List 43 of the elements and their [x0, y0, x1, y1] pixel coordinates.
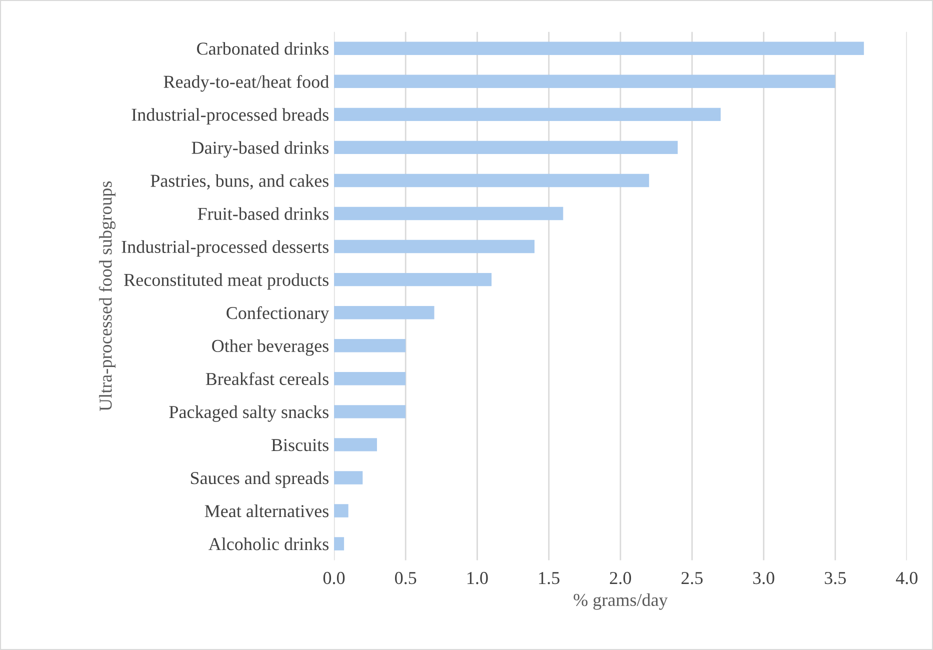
x-tick-label: 3.0 — [753, 572, 774, 584]
bar — [334, 537, 344, 550]
bar — [334, 206, 564, 220]
bar — [334, 405, 406, 418]
x-tick-label: 0.0 — [323, 572, 345, 584]
y-tick-label: Pastries, buns, and cakes — [150, 174, 328, 190]
y-tick-label: Dairy-based drinks — [192, 141, 328, 158]
y-tick-label: Sauces and spreads — [190, 471, 328, 488]
y-axis-title: Ultra-processed food subgroups — [98, 181, 116, 412]
bar — [334, 42, 864, 55]
y-tick-label: Breakfast cereals — [206, 372, 328, 386]
bar — [334, 74, 836, 88]
y-tick-label: Biscuits — [271, 439, 328, 452]
y-tick-label: Meat alternatives — [204, 504, 328, 518]
y-tick-label: Reconstituted meat products — [124, 273, 328, 290]
y-tick-label: Fruit-based drinks — [198, 207, 328, 220]
y-tick-label: Industrial-processed desserts — [122, 240, 328, 257]
x-tick-label: 2.5 — [682, 572, 703, 584]
x-tick-label: 2.0 — [610, 572, 632, 584]
bar — [334, 240, 535, 254]
bar — [334, 306, 434, 320]
y-tick-label: Carbonated drinks — [197, 42, 328, 55]
x-tick-label: 4.0 — [896, 572, 918, 584]
bar — [334, 471, 363, 484]
bar — [334, 140, 678, 154]
x-tick-label: 0.5 — [395, 572, 416, 584]
bar — [334, 339, 406, 352]
y-tick-label: Ready-to-eat/heat food — [164, 75, 329, 92]
x-axis-title: % grams/day — [574, 593, 668, 610]
x-tick-label: 1.5 — [539, 572, 560, 584]
y-tick-label: Industrial-processed breads — [132, 108, 328, 125]
x-tick-label: 1.0 — [468, 572, 488, 584]
bar — [334, 504, 348, 518]
y-tick-label: Confectionary — [226, 306, 330, 323]
bar — [334, 174, 650, 188]
x-tick-label: 3.5 — [824, 572, 846, 584]
bar — [334, 108, 721, 122]
bar — [334, 272, 492, 286]
y-tick-label: Alcoholic drinks — [208, 538, 328, 550]
bar — [334, 438, 377, 452]
bar — [334, 372, 406, 386]
y-tick-label: Other beverages — [212, 339, 328, 356]
y-tick-label: Packaged salty snacks — [169, 405, 328, 422]
